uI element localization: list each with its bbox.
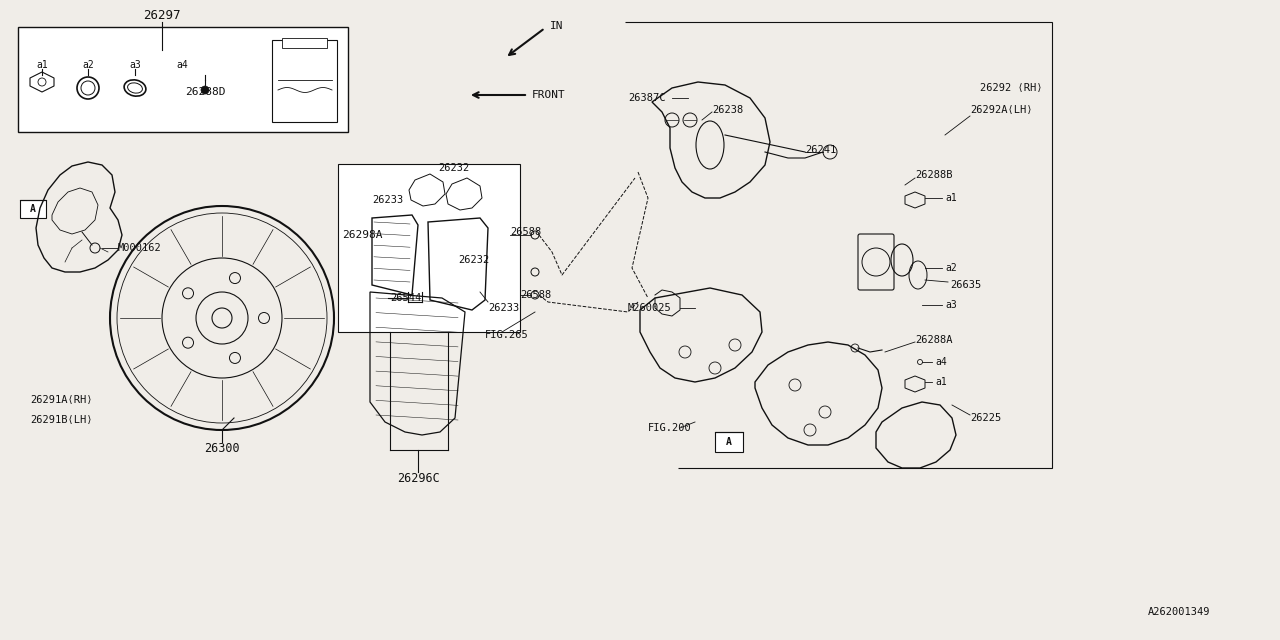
- Text: A262001349: A262001349: [1148, 607, 1211, 617]
- Text: 26291A⟨RH⟩: 26291A⟨RH⟩: [29, 395, 92, 405]
- Text: a1: a1: [36, 60, 47, 70]
- Text: 26292A⟨LH⟩: 26292A⟨LH⟩: [970, 105, 1033, 115]
- Bar: [716, 432, 742, 452]
- Text: a2: a2: [82, 60, 93, 70]
- Circle shape: [201, 86, 209, 94]
- Text: 26298A: 26298A: [342, 230, 383, 240]
- Text: 26241: 26241: [805, 145, 836, 155]
- Text: 26635: 26635: [950, 280, 982, 290]
- Text: FIG.200: FIG.200: [648, 423, 691, 433]
- Text: 26544: 26544: [390, 293, 421, 303]
- Text: 26291B⟨LH⟩: 26291B⟨LH⟩: [29, 415, 92, 425]
- Text: 26296C: 26296C: [397, 472, 439, 484]
- Text: 26225: 26225: [970, 413, 1001, 423]
- Text: FRONT: FRONT: [532, 90, 566, 100]
- Text: a1: a1: [934, 377, 947, 387]
- Bar: [282, 38, 326, 48]
- Text: a3: a3: [129, 60, 141, 70]
- Text: A: A: [29, 204, 36, 214]
- Text: 26288B: 26288B: [915, 170, 952, 180]
- Text: 26300: 26300: [205, 442, 239, 454]
- Text: 26238: 26238: [712, 105, 744, 115]
- Text: 26297: 26297: [143, 8, 180, 22]
- Bar: [273, 40, 337, 122]
- Text: 26588: 26588: [509, 227, 541, 237]
- Bar: [338, 164, 520, 332]
- Text: a4: a4: [934, 357, 947, 367]
- Text: M000162: M000162: [118, 243, 161, 253]
- Text: 26288A: 26288A: [915, 335, 952, 345]
- Text: a3: a3: [945, 300, 956, 310]
- Text: 26292 ⟨RH⟩: 26292 ⟨RH⟩: [980, 83, 1042, 93]
- Bar: [20, 200, 46, 218]
- Text: 26233: 26233: [488, 303, 520, 313]
- Text: 26588: 26588: [520, 290, 552, 300]
- Text: M260025: M260025: [628, 303, 672, 313]
- Text: a1: a1: [945, 193, 956, 203]
- Text: FIG.265: FIG.265: [485, 330, 529, 340]
- Text: IN: IN: [550, 21, 563, 31]
- Text: 26233: 26233: [372, 195, 403, 205]
- Text: 26288D: 26288D: [184, 87, 225, 97]
- Text: a4: a4: [177, 60, 188, 70]
- Text: 26232: 26232: [438, 163, 470, 173]
- Text: 26232: 26232: [458, 255, 489, 265]
- Text: 26387C: 26387C: [628, 93, 666, 103]
- Bar: [18, 27, 348, 132]
- Text: A: A: [726, 437, 732, 447]
- Text: a2: a2: [945, 263, 956, 273]
